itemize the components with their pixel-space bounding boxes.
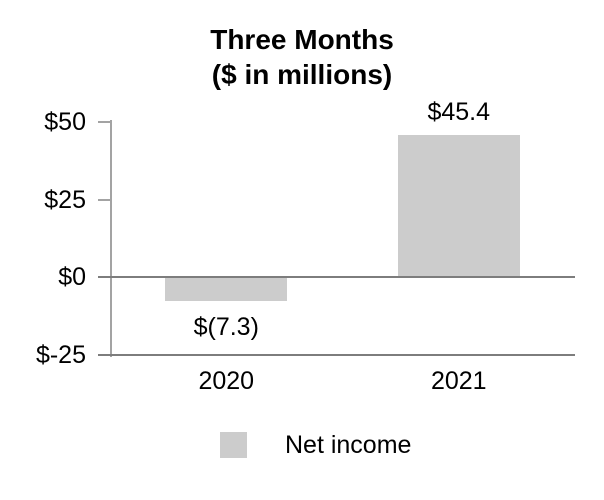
y-tick-mark xyxy=(98,121,110,123)
y-tick-label: $-25 xyxy=(35,340,86,369)
y-tick-label: $25 xyxy=(44,185,86,214)
x-category-label: 2021 xyxy=(430,367,487,395)
bar-2020 xyxy=(165,278,288,301)
y-axis-line xyxy=(110,120,112,357)
x-category-label: 2020 xyxy=(198,367,255,395)
chart-subtitle: ($ in millions) xyxy=(211,59,393,90)
chart-title: Three Months xyxy=(210,24,394,55)
y-tick-label: $50 xyxy=(44,108,86,136)
bar-2021 xyxy=(397,135,520,276)
y-tick-label: $0 xyxy=(58,263,86,291)
bar-value-label: $(7.3) xyxy=(193,312,259,341)
chart-title-block: Three Months ($ in millions) xyxy=(0,22,604,92)
zero-line xyxy=(98,276,575,278)
x-axis-line xyxy=(98,353,575,356)
legend-swatch xyxy=(220,432,247,458)
legend-label: Net income xyxy=(285,431,412,459)
y-tick-mark xyxy=(98,198,110,201)
bar-value-label: $45.4 xyxy=(427,98,491,127)
legend: Net income xyxy=(220,432,411,458)
